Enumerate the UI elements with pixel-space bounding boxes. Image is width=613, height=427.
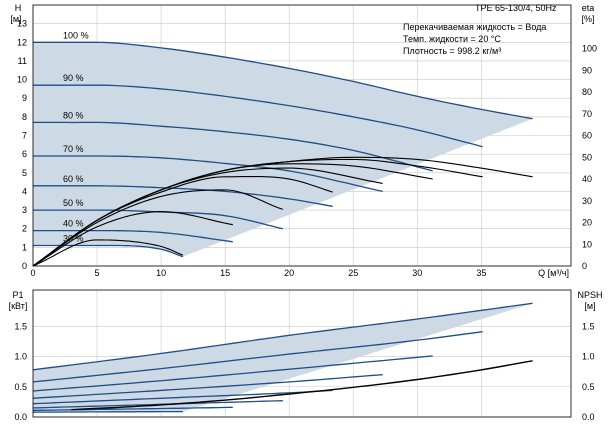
efficiency-curve	[32, 176, 333, 267]
speed-label: 90 %	[63, 73, 84, 83]
hq-curve	[33, 155, 383, 193]
y-axis-unit: [м]	[10, 14, 21, 24]
y2-tick-label: 30	[582, 196, 592, 206]
x-tick-label: 25	[348, 268, 358, 278]
hq-plot: 100 %90 %80 %70 %60 %50 %40 %30 %0123456…	[10, 3, 597, 278]
speed-label: 60 %	[63, 174, 84, 184]
y2-axis-unit: [%]	[581, 14, 594, 24]
hq-curve	[33, 229, 233, 243]
speed-label: 30 %	[63, 233, 84, 243]
power-envelope	[33, 303, 533, 413]
power-plot: 0.0 0.0 0.5 0.5 1.0 1.0 1.5 1.5 P1[кВт] NPSH[м]	[9, 289, 603, 422]
y2-tick-label: 0	[582, 261, 587, 271]
y-tick-label: 7	[22, 131, 27, 141]
y2-tick-label: 1.5	[582, 321, 595, 331]
y-tick-label: 10	[17, 75, 27, 85]
npsh-curve	[71, 360, 533, 411]
y-tick-label: 5	[22, 168, 27, 178]
y-axis-label: H	[15, 3, 22, 13]
hq-curve	[33, 84, 483, 148]
y2-tick-label: 50	[582, 152, 592, 162]
y2-tick-label: 0.0	[582, 412, 595, 422]
x-axis-label: Q [м³/ч]	[538, 268, 569, 278]
y-tick-label: 1	[22, 242, 27, 252]
y-tick-label: 3	[22, 205, 27, 215]
y-axis-unit: [кВт]	[9, 301, 28, 311]
power-curve	[32, 331, 483, 383]
x-tick-label: 30	[412, 268, 422, 278]
y-tick-label: 8	[22, 112, 27, 122]
y2-tick-label: 80	[582, 87, 592, 97]
x-tick-label: 15	[220, 268, 230, 278]
fluid-label: Перекачиваемая жидкость = Вода	[403, 22, 546, 32]
x-tick-label: 35	[476, 268, 486, 278]
power-curve	[32, 302, 533, 371]
x-tick-label: 0	[30, 268, 35, 278]
y-tick-label: 12	[17, 37, 27, 47]
header-info: TPE 65-130/4, 50Hz Перекачиваемая жидкос…	[403, 3, 557, 56]
power-curve	[32, 374, 383, 399]
speed-label: 70 %	[63, 144, 84, 154]
temp-label: Темп. жидкости = 20 °C	[403, 34, 501, 44]
y-tick-label: 0	[22, 261, 27, 271]
y2-axis-unit: [м]	[584, 301, 595, 311]
y2-tick-label: 1.0	[582, 352, 595, 362]
y2-axis-label: NPSH	[577, 290, 602, 300]
y-tick-label: 9	[22, 93, 27, 103]
pump-model-label: TPE 65-130/4, 50Hz	[475, 3, 557, 13]
y2-axis-label: eta	[582, 3, 595, 13]
speed-label: 80 %	[63, 110, 84, 120]
y2-tick-label: 20	[582, 218, 592, 228]
y-tick-label: 2	[22, 224, 27, 234]
y-tick-label: 1.0	[14, 352, 27, 362]
x-tick-label: 20	[284, 268, 294, 278]
y-tick-label: 1.5	[14, 321, 27, 331]
hq-curve	[33, 244, 184, 258]
power-curve	[32, 410, 183, 413]
power-curve	[32, 355, 433, 392]
y2-tick-label: 90	[582, 65, 592, 75]
y2-tick-label: 70	[582, 109, 592, 119]
x-tick-label: 10	[156, 268, 166, 278]
density-label: Плотность = 998.2 кг/м³	[403, 46, 501, 56]
y-tick-label: 13	[17, 19, 27, 29]
x-tick-label: 5	[95, 268, 100, 278]
efficiency-curve	[32, 189, 283, 267]
plot-frame	[32, 289, 572, 418]
y2-tick-label: 10	[582, 239, 592, 249]
power-curve	[33, 406, 233, 411]
y-tick-label: 6	[22, 149, 27, 159]
y2-tick-label: 100	[582, 44, 597, 54]
y-tick-label: 11	[18, 56, 27, 66]
speed-label: 100 %	[63, 30, 89, 40]
y-axis-label: P1	[12, 290, 23, 300]
y2-tick-label: 0.5	[582, 382, 595, 392]
hq-envelope	[33, 42, 533, 257]
y-tick-label: 0.5	[14, 382, 27, 392]
plot-frame	[32, 4, 572, 267]
hq-curve	[33, 121, 433, 172]
efficiency-curve	[32, 211, 233, 267]
y2-tick-label: 60	[582, 131, 592, 141]
y2-tick-label: 40	[582, 174, 592, 184]
power-curve	[32, 389, 333, 405]
hq-curve	[33, 185, 333, 207]
y-tick-label: 0.0	[14, 412, 27, 422]
y-tick-label: 4	[22, 186, 27, 196]
efficiency-curve	[32, 239, 184, 267]
hq-curve	[33, 41, 533, 120]
speed-label: 50 %	[63, 198, 84, 208]
speed-label: 40 %	[63, 219, 84, 229]
